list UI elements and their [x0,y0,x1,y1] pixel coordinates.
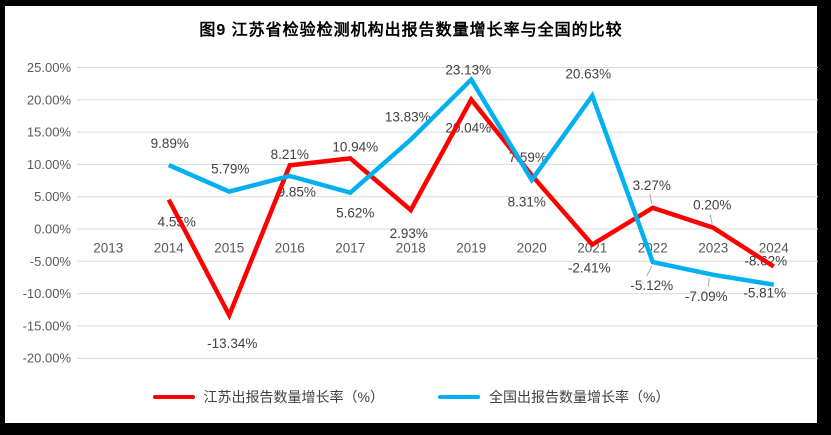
x-axis-label: 2021 [577,241,607,256]
data-label-jiangsu: 3.27% [633,178,671,193]
x-axis-label: 2023 [698,241,728,256]
y-axis-tick-label: 20.00% [27,92,72,107]
x-axis-label: 2020 [517,241,547,256]
x-axis-label: 2015 [214,241,244,256]
y-axis-tick-label: 25.00% [27,60,72,75]
x-axis-label: 2017 [335,241,365,256]
y-axis-tick-label: -20.00% [23,351,72,366]
data-label-jiangsu: 0.20% [693,198,731,213]
data-label-jiangsu: 2.93% [390,226,428,241]
y-axis-tick-label: -15.00% [23,318,72,333]
y-axis-tick-label: 10.00% [27,157,72,172]
series-line-jiangsu [166,95,775,321]
chart-title: 图9 江苏省检验检测机构出报告数量增长率与全国的比较 [199,22,623,39]
series-line-national [167,75,775,287]
data-label-jiangsu: -5.81% [743,286,786,301]
chart-background [5,6,817,423]
x-axis-label: 2014 [154,241,185,256]
legend-line-sample-national [438,395,480,399]
y-axis-tick-label: -10.00% [23,286,72,301]
y-axis-tick-label: -5.00% [30,254,72,269]
data-label-leader-line [709,214,713,225]
data-label-leader-line [707,277,710,287]
data-label-national: 8.21% [271,147,309,162]
data-label-leader-line [646,265,653,277]
data-label-national: 20.63% [565,67,611,82]
data-label-national: 9.89% [151,136,189,151]
x-axis-label: 2013 [93,241,123,256]
y-axis-tick-label: 15.00% [27,125,72,140]
data-label-national: 5.79% [211,162,249,177]
data-label-jiangsu: 4.55% [158,215,196,230]
data-label-leader-line [649,193,653,204]
data-label-jiangsu: -2.41% [568,261,611,276]
data-label-jiangsu: 9.85% [278,184,316,199]
x-axis-label: 2019 [456,241,486,256]
data-label-national: 23.13% [445,63,491,78]
x-axis-label: 2016 [275,241,305,256]
data-label-jiangsu: 8.31% [508,194,546,209]
data-label-jiangsu: 10.94% [332,139,378,154]
data-label-jiangsu: -13.34% [207,336,257,351]
legend-item-jiangsu: 江苏出报告数量增长率（%） [152,387,384,407]
chart-legend: 江苏出报告数量增长率（%） 全国出报告数量增长率（%） [5,387,817,407]
data-label-national: -7.09% [685,289,728,304]
data-label-national: 13.83% [385,110,431,125]
x-axis-label: 2024 [759,241,790,256]
y-axis-tick-label: 0.00% [34,222,71,237]
data-label-national: -5.12% [630,278,673,293]
legend-item-national: 全国出报告数量增长率（%） [438,387,669,407]
data-label-national: 5.62% [336,206,374,221]
x-axis-label: 2018 [396,241,426,256]
y-axis-tick-label: 5.00% [34,189,71,204]
legend-label-jiangsu: 江苏出报告数量增长率（%） [203,389,384,405]
legend-line-sample-jiangsu [152,395,195,399]
legend-label-national: 全国出报告数量增长率（%） [489,389,670,405]
x-axis-label: 2022 [638,241,668,256]
